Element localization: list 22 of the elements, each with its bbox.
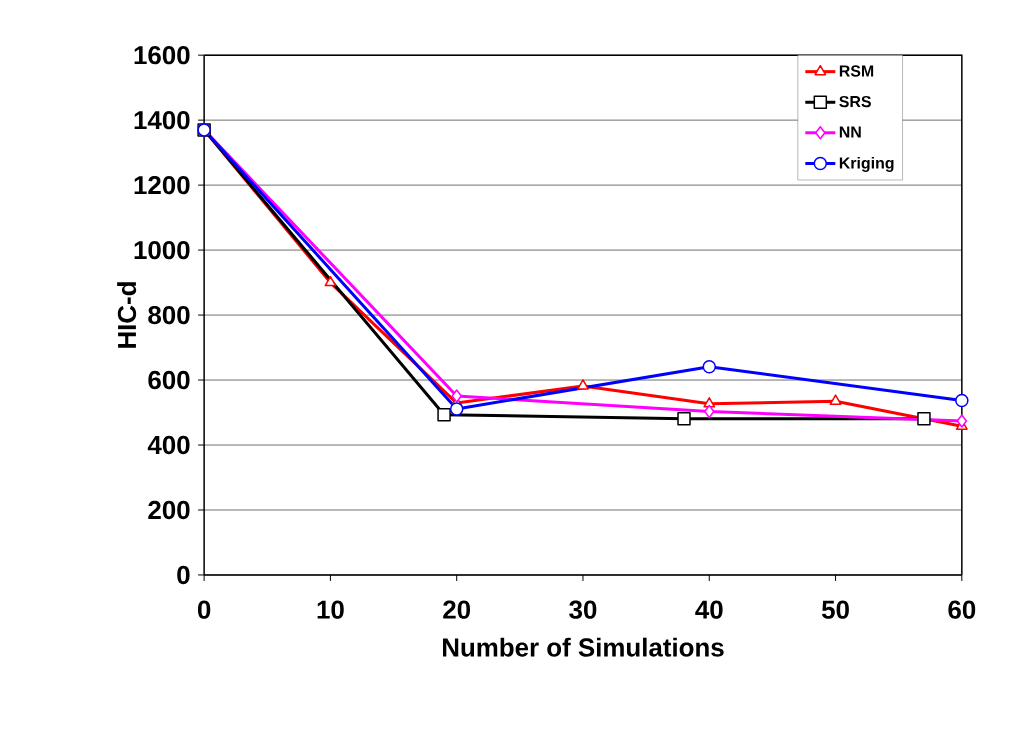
x-axis-title: Number of Simulations — [443, 637, 724, 657]
legend-label: SRS — [839, 95, 871, 108]
y-tick-label: 600 — [148, 370, 190, 390]
y-tick-label: 800 — [148, 305, 190, 325]
y-tick-label: 400 — [147, 435, 190, 455]
y-axis-title: HIC-d — [117, 282, 137, 348]
y-tick-label: 1000 — [134, 240, 190, 260]
x-tick-label: 0 — [197, 600, 211, 619]
y-tick-label: 0 — [177, 565, 190, 585]
legend-label: RSM — [839, 65, 874, 77]
y-tick-label: 1600 — [134, 45, 190, 65]
legend-label: NN — [839, 126, 861, 138]
x-tick-label: 10 — [317, 600, 344, 619]
x-tick-label: 20 — [443, 600, 471, 619]
legend-label: Kriging — [839, 156, 894, 172]
y-tick-label: 1200 — [134, 175, 190, 195]
x-tick-label: 30 — [569, 600, 597, 619]
x-tick-label: 60 — [948, 600, 976, 619]
x-tick-label: 50 — [821, 600, 849, 619]
x-tick-label: 40 — [695, 600, 723, 619]
y-tick-label: 1400 — [134, 110, 190, 130]
y-tick-label: 200 — [148, 500, 190, 520]
